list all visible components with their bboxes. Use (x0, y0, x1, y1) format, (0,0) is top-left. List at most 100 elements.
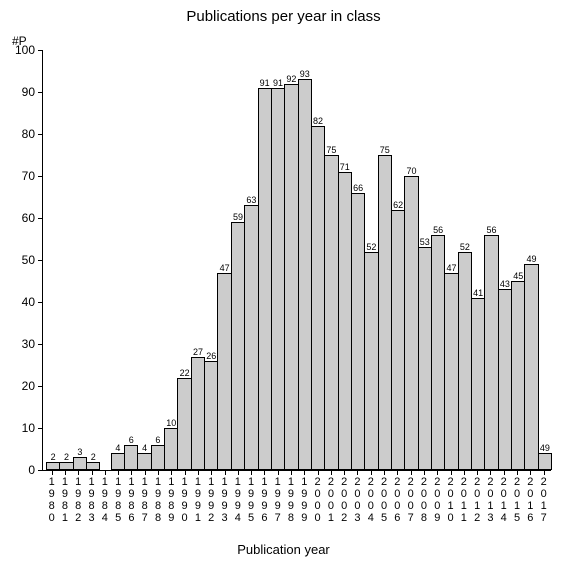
y-tick (38, 260, 43, 261)
bar: 49 (524, 264, 538, 470)
bar-value-label: 2 (51, 452, 56, 462)
x-tick-mark (158, 470, 159, 475)
bar: 27 (191, 357, 205, 470)
x-tick-label: 2014 (501, 476, 507, 524)
x-tick-mark (92, 470, 93, 475)
x-tick-mark (411, 470, 412, 475)
bar-value-label: 91 (273, 78, 283, 88)
bars-group: 2232464610222726475963919192938275716652… (43, 50, 551, 470)
x-tick-mark (318, 470, 319, 475)
bar: 4 (137, 453, 151, 470)
bar-value-label: 2 (91, 452, 96, 462)
bar: 6 (151, 445, 165, 470)
y-tick (38, 470, 43, 471)
bar-value-label: 93 (300, 69, 310, 79)
bar: 43 (498, 289, 512, 470)
x-tick-mark (424, 470, 425, 475)
bar-value-label: 56 (433, 225, 443, 235)
bar: 45 (511, 281, 525, 470)
x-tick-mark (145, 470, 146, 475)
bar-value-label: 27 (193, 347, 203, 357)
x-tick-label: 2010 (447, 476, 453, 524)
x-tick-label: 1996 (261, 476, 267, 524)
bar-value-label: 22 (180, 368, 190, 378)
bar: 49 (538, 453, 552, 470)
y-tick-label: 50 (22, 253, 35, 267)
x-tick-label: 1981 (62, 476, 68, 524)
x-tick-mark (464, 470, 465, 475)
bar: 56 (484, 235, 498, 470)
bar: 52 (458, 252, 472, 470)
y-tick-label: 0 (28, 463, 35, 477)
x-tick-mark (131, 470, 132, 475)
x-tick-label: 2017 (541, 476, 547, 524)
x-tick-label: 1985 (115, 476, 121, 524)
x-tick-mark (278, 470, 279, 475)
x-tick-mark (490, 470, 491, 475)
bar: 6 (124, 445, 138, 470)
y-tick (38, 386, 43, 387)
x-tick-label: 1982 (75, 476, 81, 524)
bar-value-label: 10 (166, 418, 176, 428)
x-tick-mark (78, 470, 79, 475)
x-tick-mark (371, 470, 372, 475)
bar: 2 (59, 462, 73, 470)
x-tick-mark (504, 470, 505, 475)
x-tick-mark (331, 470, 332, 475)
bar: 93 (298, 79, 312, 470)
x-tick-mark (105, 470, 106, 475)
x-tick-mark (65, 470, 66, 475)
bar: 91 (258, 88, 272, 470)
x-tick-mark (344, 470, 345, 475)
x-tick-mark (264, 470, 265, 475)
bar-value-label: 41 (473, 288, 483, 298)
plot-area: 2232464610222726475963919192938275716652… (42, 50, 551, 471)
bar-value-label: 3 (77, 447, 82, 457)
y-tick (38, 218, 43, 219)
bar-value-label: 6 (129, 435, 134, 445)
x-tick-mark (437, 470, 438, 475)
x-tick-label: 1990 (182, 476, 188, 524)
bar: 66 (351, 193, 365, 470)
bar-value-label: 49 (540, 443, 550, 453)
y-tick (38, 50, 43, 51)
x-tick-label: 1987 (142, 476, 148, 524)
y-tick-label: 70 (22, 169, 35, 183)
x-tick-label: 2005 (381, 476, 387, 524)
bar: 2 (86, 462, 100, 470)
x-tick-mark (304, 470, 305, 475)
bar-value-label: 47 (446, 263, 456, 273)
x-tick-label: 2016 (527, 476, 533, 524)
x-tick-mark (225, 470, 226, 475)
bar: 70 (404, 176, 418, 470)
bar-value-label: 63 (246, 195, 256, 205)
y-tick-label: 60 (22, 211, 35, 225)
x-tick-label: 2015 (514, 476, 520, 524)
x-tick-mark (198, 470, 199, 475)
bar: 47 (444, 273, 458, 470)
x-tick-label: 2001 (328, 476, 334, 524)
bar: 2 (46, 462, 60, 470)
bar: 62 (391, 210, 405, 470)
x-tick-mark (357, 470, 358, 475)
bar-value-label: 2 (64, 452, 69, 462)
bar: 59 (231, 222, 245, 470)
x-tick-label: 1991 (195, 476, 201, 524)
bar-value-label: 71 (340, 162, 350, 172)
bar: 10 (164, 428, 178, 470)
y-tick-label: 80 (22, 127, 35, 141)
y-tick (38, 428, 43, 429)
bar-value-label: 56 (487, 225, 497, 235)
x-tick-label: 1992 (208, 476, 214, 524)
x-tick-label: 1986 (128, 476, 134, 524)
x-tick-mark (451, 470, 452, 475)
x-tick-label: 2011 (461, 476, 467, 524)
bar-value-label: 4 (115, 443, 120, 453)
chart-title: Publications per year in class (0, 8, 567, 25)
bar-value-label: 49 (527, 254, 537, 264)
x-tick-label: 1988 (155, 476, 161, 524)
x-tick-label: 2002 (341, 476, 347, 524)
bar-value-label: 62 (393, 200, 403, 210)
bar-value-label: 6 (155, 435, 160, 445)
y-tick-label: 10 (22, 421, 35, 435)
